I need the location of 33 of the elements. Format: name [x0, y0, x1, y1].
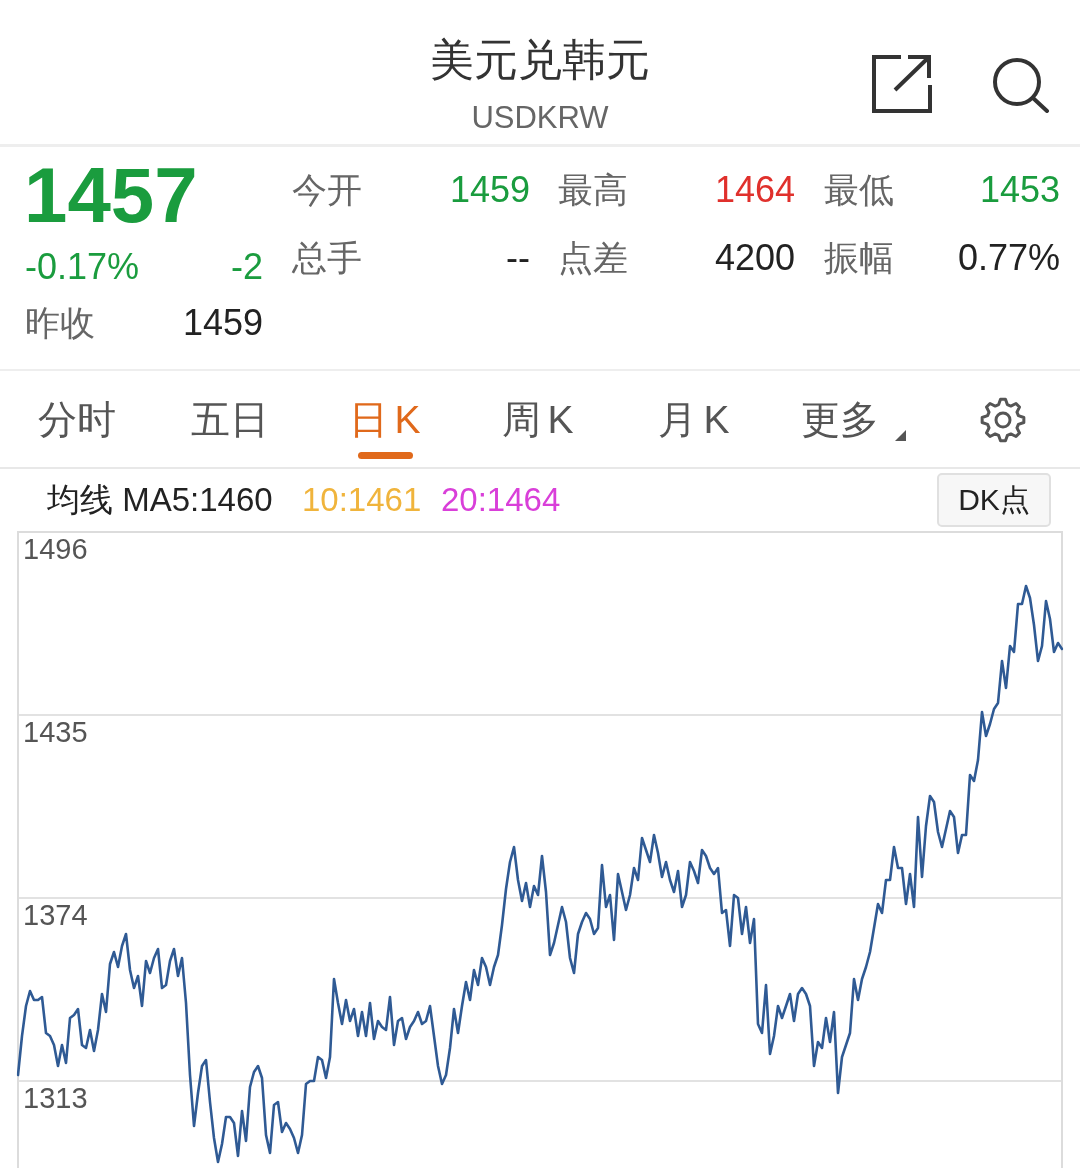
text: 1464: [714, 169, 795, 211]
chart-subtitle: USDKRW: [471, 100, 609, 136]
text: 1459: [449, 169, 530, 211]
y-tick-label: 1313: [23, 1082, 88, 1114]
y-tick-label: 1435: [23, 716, 88, 748]
text: 最低: [824, 169, 894, 211]
text: 振幅: [824, 237, 894, 279]
text: 4200: [714, 237, 795, 279]
text: 1453: [979, 169, 1060, 211]
text: 0.77%: [957, 237, 1060, 279]
y-tick-label: 1374: [23, 899, 88, 931]
text: 点差: [558, 237, 628, 279]
text: 日K: [349, 397, 427, 443]
text: -2: [230, 246, 263, 288]
text: 10:1461: [302, 481, 422, 519]
text: 1457: [24, 151, 198, 241]
text: 今开: [292, 169, 362, 211]
text: 昨收: [25, 302, 95, 344]
text: 分时: [38, 397, 116, 443]
text: 20:1464: [441, 481, 561, 519]
y-tick-label: 1496: [23, 533, 88, 565]
chart-title: 美元兑韩元: [430, 34, 650, 86]
text: 更多: [801, 397, 879, 443]
text: 1459: [182, 302, 263, 344]
text: 五日: [191, 397, 269, 443]
text: 最高: [558, 169, 628, 211]
text: 均线 MA5:1460: [47, 481, 273, 519]
text: DK点: [958, 482, 1030, 518]
text: 月K: [658, 397, 736, 443]
text: 总手: [292, 237, 362, 279]
text: -0.17%: [25, 246, 140, 288]
text: --: [506, 237, 530, 279]
text: 周K: [502, 397, 580, 443]
